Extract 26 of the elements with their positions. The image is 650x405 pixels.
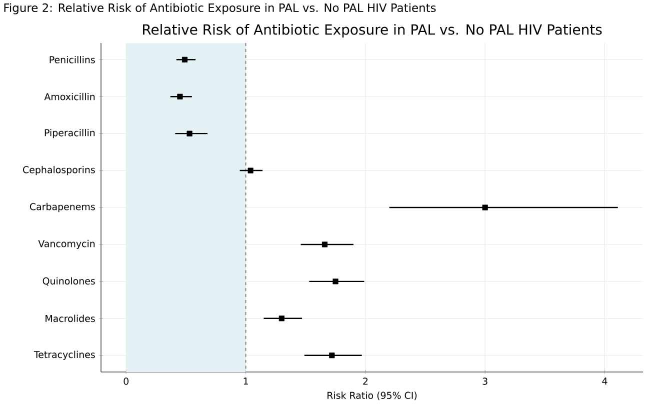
y-tick-label: Macrolides bbox=[46, 314, 95, 322]
point bbox=[329, 352, 335, 358]
point bbox=[482, 204, 488, 210]
chart-title: Relative Risk of Antibiotic Exposure in PAL vs. No PAL HIV Patients bbox=[143, 24, 602, 38]
point bbox=[182, 56, 188, 62]
point bbox=[322, 242, 328, 248]
point bbox=[248, 168, 254, 174]
x-tick-label: 3 bbox=[482, 378, 488, 385]
point bbox=[332, 278, 338, 284]
y-tick-label: Quinolones bbox=[42, 277, 95, 286]
x-tick-label: 4 bbox=[602, 378, 608, 385]
y-tick-label: Amoxicillin bbox=[44, 92, 95, 100]
y-tick-label: Tetracyclines bbox=[34, 350, 95, 360]
y-tick-label: Carbapenems bbox=[30, 202, 95, 212]
y-tick-label: Vancomycin bbox=[38, 240, 95, 250]
x-tick-label: 2 bbox=[363, 378, 368, 385]
y-tick-label: Cephalosporins bbox=[23, 166, 95, 176]
x-tick-label: 0 bbox=[124, 378, 129, 385]
point bbox=[278, 316, 284, 322]
point bbox=[177, 94, 183, 100]
y-tick-label: Penicillins bbox=[50, 56, 95, 64]
caption: Figure 2: Relative Risk of Antibiotic Exposure in PAL vs. No PAL HIV Patients bbox=[4, 3, 436, 14]
y-tick-label: Piperacillin bbox=[44, 128, 95, 138]
x-tick-label: 1 bbox=[244, 378, 248, 385]
x-axis-title: Risk Ratio (95% CI) bbox=[328, 392, 417, 400]
point bbox=[186, 130, 192, 136]
